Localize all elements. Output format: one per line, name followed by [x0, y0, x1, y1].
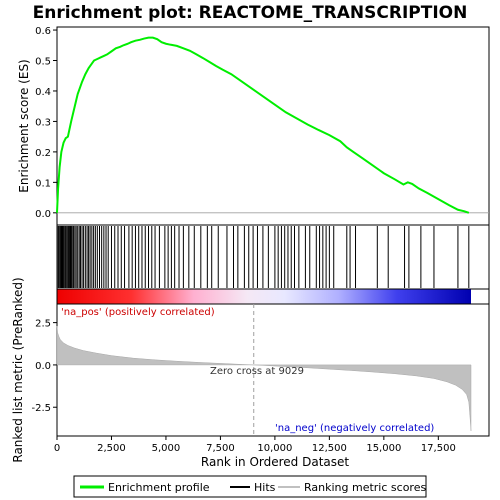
es-y-axis-label: Enrichment score (ES) — [17, 59, 31, 192]
ranking-metric-area — [56, 325, 472, 431]
x-tick-label: 15,000 — [366, 443, 401, 454]
metric-y-axis-label: Ranked list metric (PreRanked) — [11, 277, 25, 462]
zero-cross-label: Zero cross at 9029 — [210, 366, 304, 377]
es-y-tick-label: 0.5 — [35, 57, 51, 68]
hits-panel-frame — [56, 224, 490, 290]
es-y-tick-label: 0.2 — [35, 148, 51, 159]
metric-panel: 2.5 0.0 -2.5 'na_pos' (positively correlat… — [11, 277, 490, 463]
x-tick-label: 12,500 — [312, 443, 347, 454]
es-y-tick-label: 0.4 — [35, 87, 51, 98]
hits-panel — [56, 224, 490, 290]
pos-correlated-label: 'na_pos' (positively correlated) — [61, 307, 215, 318]
chart-title: Enrichment plot: REACTOME_TRANSCRIPTION — [33, 3, 468, 23]
x-tick-label: 17,500 — [421, 443, 456, 454]
x-tick-label: 7,500 — [206, 443, 235, 454]
metric-y-tick-label: 0.0 — [35, 361, 51, 372]
enrichment-profile-line — [56, 36, 470, 214]
metric-y-axis: 2.5 0.0 -2.5 — [31, 319, 57, 414]
x-axis-label: Rank in Ordered Dataset — [201, 455, 349, 469]
x-tick-label: 10,000 — [257, 443, 292, 454]
es-y-tick-label: 0.6 — [35, 26, 51, 37]
es-y-axis: 0.0 0.1 0.2 0.3 0.4 0.5 0.6 — [35, 26, 57, 220]
x-tick-label: 0 — [54, 443, 60, 454]
rank-color-bar — [56, 288, 490, 305]
x-axis: 0 2,500 5,000 7,500 10,000 12,500 15,000 17,500 — [54, 436, 456, 454]
legend-hits-label: Hits — [254, 481, 276, 494]
metric-y-tick-label: 2.5 — [35, 319, 51, 330]
x-tick-label: 2,500 — [97, 443, 126, 454]
x-tick-label: 5,000 — [152, 443, 181, 454]
es-panel-frame — [56, 26, 490, 226]
es-y-tick-label: 0.3 — [35, 117, 51, 128]
es-panel: 0.0 0.1 0.2 0.3 0.4 0.5 0.6 Enrichment score (… — [17, 26, 490, 226]
legend: Enrichment profile Hits Ranking metric s… — [73, 475, 427, 498]
es-y-tick-label: 0.1 — [35, 178, 51, 189]
legend-enrichment-label: Enrichment profile — [108, 481, 210, 494]
es-y-tick-label: 0.0 — [35, 209, 51, 220]
metric-y-tick-label: -2.5 — [31, 403, 51, 414]
hit-marks — [56, 226, 470, 288]
legend-metric-label: Ranking metric scores — [304, 481, 426, 494]
neg-correlated-label: 'na_neg' (negatively correlated) — [275, 423, 434, 434]
